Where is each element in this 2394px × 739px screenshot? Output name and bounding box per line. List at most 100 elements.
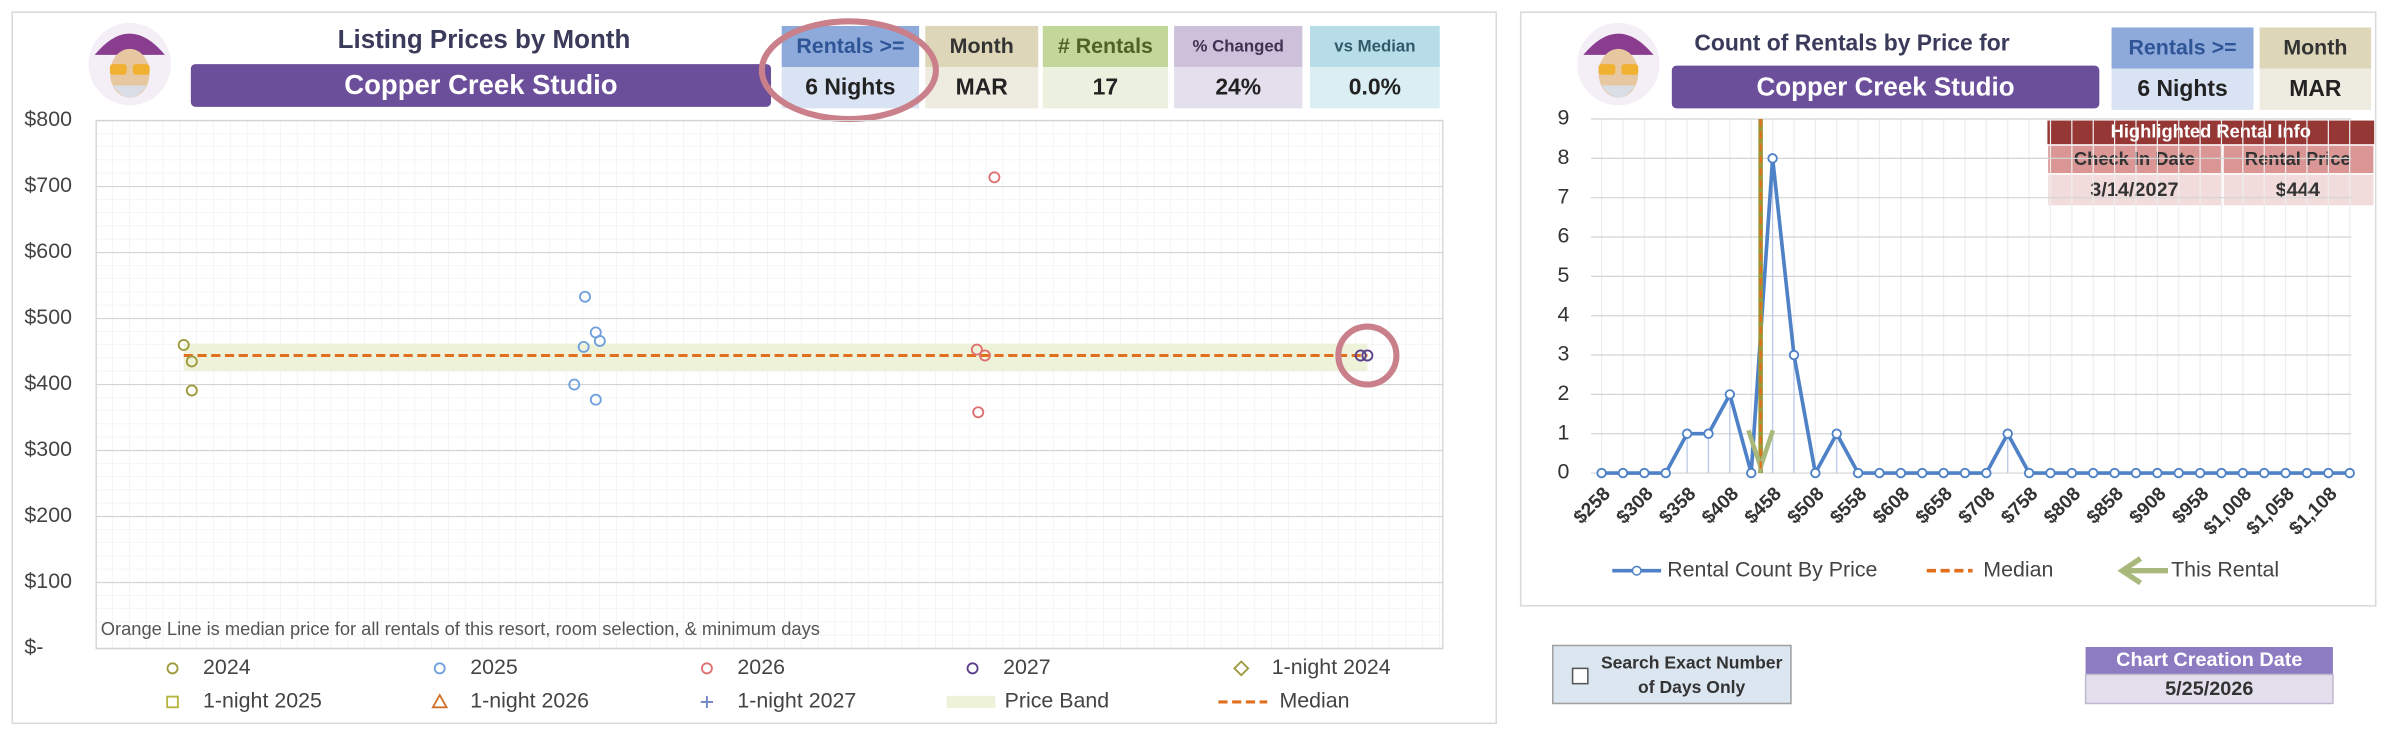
chart-title: Listing Prices by Month — [338, 26, 631, 54]
y-tick-label: $400 — [24, 371, 72, 395]
checkbox-label: Search Exact Number — [1601, 652, 1783, 672]
point — [2301, 467, 2313, 479]
checkbox-widget[interactable] — [1551, 644, 1792, 705]
box-value-bg — [781, 67, 920, 109]
point — [1852, 467, 1864, 479]
chart-title: Count of Rentals by Price for — [1694, 29, 2009, 55]
point — [1596, 467, 1607, 479]
legend-swatch — [946, 695, 996, 709]
box-value-bg — [2259, 68, 2372, 110]
box-label: Month — [2283, 35, 2347, 59]
avatar-icon — [1577, 22, 1660, 106]
table-cell: $444 — [2276, 179, 2320, 201]
y-tick-label: 5 — [1557, 263, 1569, 287]
legend-marker — [966, 662, 979, 675]
point — [2130, 467, 2142, 479]
table-cell-bg — [2222, 173, 2375, 207]
point — [1895, 467, 1907, 479]
box-label: # Rentals — [1058, 34, 1153, 58]
legend-swatch — [2117, 556, 2169, 586]
point — [2023, 467, 2035, 479]
box-value: 6 Nights — [2137, 75, 2227, 101]
legend-swatch — [1631, 565, 1642, 576]
legend-label: 1-night 2026 — [470, 689, 589, 713]
box-value: 0.0% — [1349, 74, 1401, 100]
point — [1746, 467, 1757, 479]
box-header-bg — [2111, 27, 2254, 69]
point — [2173, 467, 2184, 479]
legend-label: 2026 — [737, 655, 785, 679]
y-tick-label: 2 — [1557, 381, 1569, 405]
box-label: Rentals >= — [796, 34, 904, 58]
point — [2045, 467, 2056, 479]
point — [972, 406, 985, 419]
point — [1938, 467, 1949, 479]
checkbox[interactable] — [1571, 667, 1589, 685]
legend-label: Median — [1983, 557, 2053, 581]
point — [1361, 349, 1374, 362]
point — [568, 378, 581, 391]
creation-date: 5/25/2026 — [2165, 678, 2253, 700]
point — [988, 171, 1001, 184]
legend-label: 1-night 2025 — [203, 689, 322, 713]
legend-label: 2027 — [1003, 655, 1051, 679]
box-value: 6 Nights — [805, 74, 895, 100]
subtitle-bar — [1671, 65, 2100, 109]
point — [2237, 467, 2249, 479]
box-header-bg — [2259, 27, 2372, 69]
box-label: Rentals >= — [2129, 35, 2237, 59]
point — [2152, 467, 2163, 479]
point — [1767, 153, 1778, 164]
point — [2259, 467, 2270, 479]
legend-label: 2024 — [203, 655, 251, 679]
point — [1703, 428, 1714, 439]
y-tick-label: 6 — [1557, 224, 1569, 248]
legend-marker — [431, 693, 449, 709]
legend-marker — [433, 662, 446, 675]
legend-label: 2025 — [470, 655, 518, 679]
box-label: vs Median — [1334, 37, 1415, 56]
point — [1617, 467, 1629, 479]
highlight-circle — [758, 18, 939, 123]
box-header-bg — [1042, 25, 1168, 68]
box-value: MAR — [956, 74, 1009, 100]
point — [593, 335, 606, 347]
point — [2323, 467, 2334, 479]
box-label: Month — [950, 34, 1014, 58]
legend-label: Price Band — [1005, 689, 1110, 713]
table-header-bg — [2222, 144, 2375, 175]
y-tick-label: 1 — [1557, 420, 1569, 444]
y-tick-label: $200 — [24, 503, 72, 527]
box-header-bg — [1174, 25, 1303, 68]
chart-subtitle: Copper Creek Studio — [1757, 73, 2015, 101]
point — [970, 343, 983, 356]
legend-label: 1-night 2024 — [1272, 655, 1391, 679]
chart-subtitle: Copper Creek Studio — [344, 69, 617, 100]
creation-label: Chart Creation Date — [2116, 649, 2302, 671]
avatar-icon — [88, 22, 171, 106]
table-title: Highlighted Rental Info — [2111, 121, 2311, 142]
y-tick-label: $800 — [24, 107, 72, 131]
box-value-bg — [2111, 68, 2254, 110]
point — [979, 349, 991, 362]
legend-label: 1-night 2027 — [737, 689, 856, 713]
y-tick-label: $- — [24, 635, 43, 659]
point — [2216, 467, 2227, 479]
box-header-bg — [781, 25, 920, 68]
y-tick-label: 8 — [1557, 145, 1569, 169]
box-value-bg — [1174, 67, 1303, 109]
point — [577, 340, 590, 353]
point — [1354, 349, 1367, 362]
legend-marker — [1233, 660, 1250, 677]
price-band — [183, 343, 1368, 372]
checkbox-label: of Days Only — [1638, 677, 1746, 697]
point — [589, 393, 602, 406]
y-tick-label: 0 — [1557, 460, 1569, 484]
box-value-bg — [925, 67, 1039, 109]
box-value: 17 — [1093, 74, 1118, 100]
table-cell: 3/14/2027 — [2090, 179, 2178, 201]
legend-label: This Rental — [2171, 557, 2279, 581]
legend-marker — [700, 662, 713, 675]
creation-header-bg — [2085, 647, 2333, 675]
